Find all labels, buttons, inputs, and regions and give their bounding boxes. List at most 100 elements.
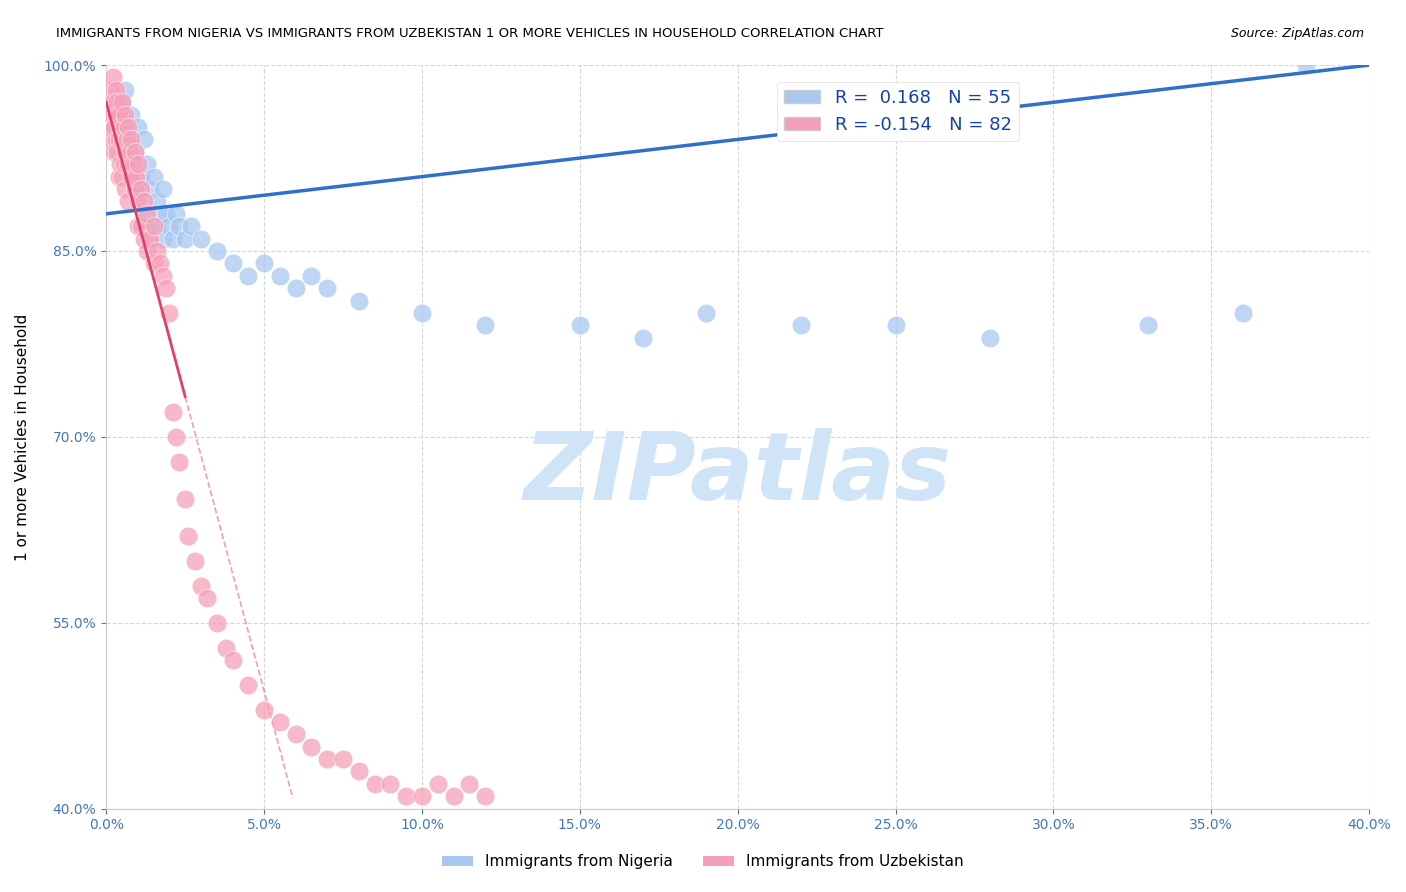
Point bbox=[121, 132, 143, 146]
Point bbox=[380, 777, 402, 791]
Point bbox=[139, 182, 162, 196]
Point bbox=[474, 318, 496, 333]
Point bbox=[101, 95, 124, 110]
Point bbox=[136, 244, 159, 258]
Point bbox=[149, 256, 172, 270]
Point bbox=[114, 145, 136, 159]
Point bbox=[136, 219, 159, 234]
Point bbox=[1137, 318, 1160, 333]
Point bbox=[110, 157, 132, 171]
Point bbox=[316, 281, 339, 295]
Point bbox=[114, 120, 136, 134]
Point bbox=[124, 145, 146, 159]
Point bbox=[115, 132, 138, 146]
Point bbox=[114, 83, 136, 97]
Point bbox=[568, 318, 591, 333]
Point bbox=[162, 231, 184, 245]
Point bbox=[142, 219, 165, 234]
Point bbox=[155, 207, 177, 221]
Point bbox=[134, 132, 156, 146]
Point bbox=[269, 714, 291, 729]
Point bbox=[174, 231, 197, 245]
Point bbox=[142, 256, 165, 270]
Point bbox=[301, 268, 323, 283]
Point bbox=[165, 207, 187, 221]
Point bbox=[145, 194, 167, 209]
Point bbox=[117, 194, 139, 209]
Point bbox=[190, 231, 212, 245]
Point bbox=[104, 108, 127, 122]
Point bbox=[190, 579, 212, 593]
Point bbox=[125, 169, 148, 184]
Point bbox=[136, 157, 159, 171]
Point bbox=[180, 219, 202, 234]
Point bbox=[117, 157, 139, 171]
Point bbox=[145, 244, 167, 258]
Point bbox=[284, 727, 307, 741]
Point bbox=[142, 169, 165, 184]
Point bbox=[117, 120, 139, 134]
Point bbox=[884, 318, 907, 333]
Point bbox=[221, 256, 243, 270]
Point bbox=[183, 554, 205, 568]
Point bbox=[316, 752, 339, 766]
Y-axis label: 1 or more Vehicles in Household: 1 or more Vehicles in Household bbox=[15, 313, 30, 560]
Point bbox=[443, 789, 465, 804]
Point bbox=[157, 219, 180, 234]
Point bbox=[238, 268, 260, 283]
Point bbox=[790, 318, 813, 333]
Point bbox=[395, 789, 418, 804]
Point bbox=[167, 455, 190, 469]
Point bbox=[98, 120, 121, 134]
Point bbox=[103, 120, 125, 134]
Point bbox=[108, 169, 131, 184]
Point bbox=[474, 789, 496, 804]
Point bbox=[253, 702, 276, 716]
Point bbox=[284, 281, 307, 295]
Point bbox=[114, 108, 136, 122]
Point bbox=[97, 132, 120, 146]
Point bbox=[103, 145, 125, 159]
Point bbox=[108, 132, 131, 146]
Point bbox=[127, 219, 149, 234]
Point bbox=[122, 157, 145, 171]
Point bbox=[162, 405, 184, 419]
Point bbox=[124, 145, 146, 159]
Point bbox=[145, 219, 167, 234]
Legend: Immigrants from Nigeria, Immigrants from Uzbekistan: Immigrants from Nigeria, Immigrants from… bbox=[436, 848, 970, 875]
Point bbox=[114, 182, 136, 196]
Point bbox=[112, 120, 135, 134]
Point bbox=[411, 306, 433, 320]
Point bbox=[110, 120, 132, 134]
Point bbox=[215, 640, 238, 655]
Point bbox=[112, 157, 135, 171]
Point bbox=[149, 207, 172, 221]
Point bbox=[108, 108, 131, 122]
Point bbox=[195, 591, 218, 605]
Point bbox=[98, 95, 121, 110]
Point bbox=[124, 182, 146, 196]
Point bbox=[127, 157, 149, 171]
Point bbox=[111, 95, 134, 110]
Point bbox=[129, 219, 152, 234]
Point bbox=[205, 244, 228, 258]
Point bbox=[121, 169, 143, 184]
Point bbox=[111, 95, 134, 110]
Point bbox=[695, 306, 717, 320]
Point bbox=[631, 331, 654, 345]
Point bbox=[118, 145, 141, 159]
Point bbox=[221, 653, 243, 667]
Point bbox=[269, 268, 291, 283]
Point bbox=[129, 182, 152, 196]
Point bbox=[105, 145, 128, 159]
Point bbox=[121, 169, 143, 184]
Point bbox=[124, 182, 146, 196]
Point bbox=[134, 231, 156, 245]
Point bbox=[177, 529, 200, 543]
Point bbox=[332, 752, 354, 766]
Point bbox=[347, 764, 370, 779]
Point bbox=[111, 169, 134, 184]
Point bbox=[139, 231, 162, 245]
Point bbox=[301, 739, 323, 754]
Legend: R =  0.168   N = 55, R = -0.154   N = 82: R = 0.168 N = 55, R = -0.154 N = 82 bbox=[778, 81, 1019, 141]
